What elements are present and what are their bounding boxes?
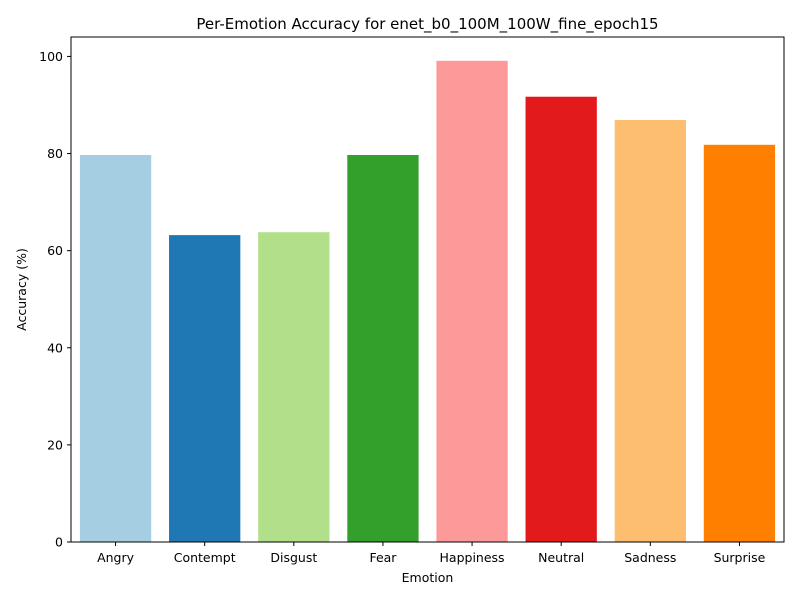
x-ticks: Angry Contempt Disgust Fear Happiness Neutral… [97,542,766,565]
y-tick-label: 60 [47,243,63,258]
chart-title: Per-Emotion Accuracy for enet_b0_100M_10… [196,15,658,34]
bars-layer [79,60,776,543]
bar-fear [347,154,419,543]
bar-disgust [258,232,330,543]
x-tick-label: Sadness [624,550,676,565]
x-tick-label: Contempt [174,550,236,565]
y-tick-label: 80 [47,146,63,161]
y-tick-label: 0 [55,535,63,550]
y-tick-label: 100 [39,49,63,64]
x-tick-label: Surprise [714,550,766,565]
x-tick-label: Happiness [440,550,505,565]
bar-angry [79,154,152,543]
x-tick-label: Angry [97,550,135,565]
y-ticks: 0 20 40 60 80 100 [39,49,71,550]
x-tick-label: Fear [369,550,397,565]
bar-sadness [614,120,686,542]
x-axis-label: Emotion [402,570,454,585]
plot-frame [70,36,785,543]
y-tick-label: 40 [47,340,63,355]
y-axis-label: Accuracy (%) [14,248,29,331]
bar-surprise [703,144,776,542]
y-tick-label: 20 [47,437,63,452]
bar-happiness [436,60,508,542]
x-tick-label: Disgust [270,550,317,565]
bar-neutral [525,96,597,543]
x-tick-label: Neutral [538,550,584,565]
bar-contempt [169,235,241,542]
